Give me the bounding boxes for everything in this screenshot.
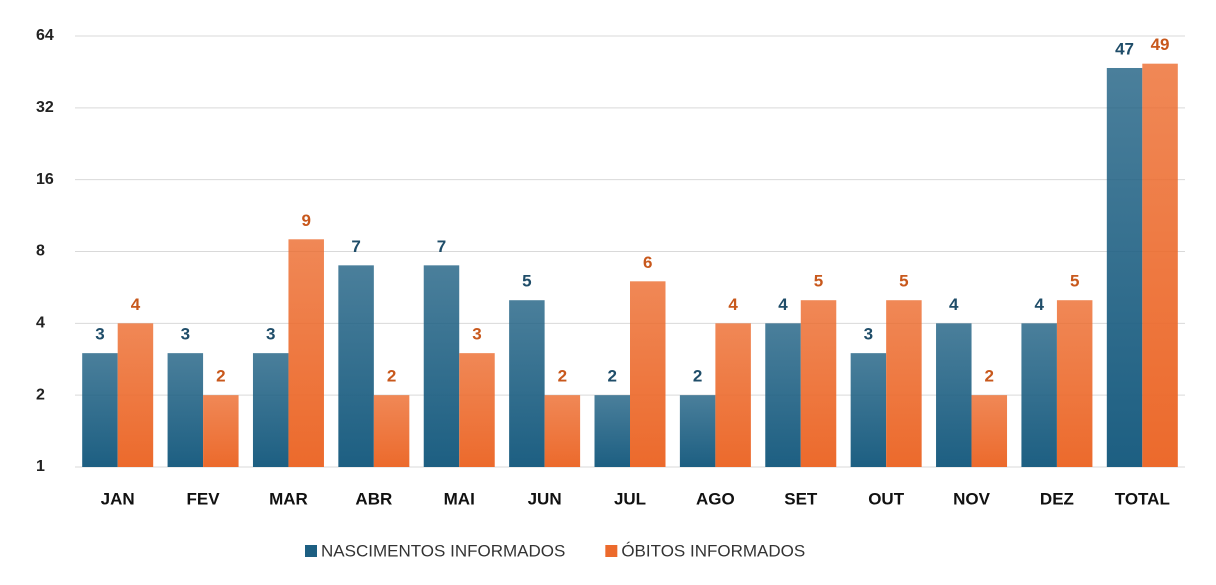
data-label: 6 [643,253,652,272]
data-label: 3 [864,325,873,344]
y-tick-label: 2 [36,386,45,403]
bar [203,395,239,467]
bar [424,265,460,467]
bar [1107,68,1143,467]
chart: 1248163264JAN34FEV32MAR39ABR72MAI73JUN52… [0,0,1216,585]
bar [168,353,204,467]
y-tick-label: 8 [36,243,45,260]
data-label: 3 [95,325,104,344]
bar [886,300,922,467]
x-tick-label: SET [784,489,818,508]
x-tick-label: TOTAL [1115,489,1170,508]
bar [680,395,716,467]
bar [801,300,837,467]
x-tick-label: NOV [953,489,991,508]
bar [374,395,410,467]
bar [595,395,631,467]
y-tick-label: 64 [36,27,54,44]
data-label: 2 [693,367,702,386]
bar [338,265,374,467]
x-tick-label: DEZ [1040,489,1074,508]
data-label: 4 [778,295,788,314]
data-label: 4 [1034,295,1044,314]
bar [288,239,324,467]
bar [118,323,154,467]
bar [715,323,751,467]
x-tick-label: ABR [355,489,392,508]
legend-swatch [605,545,617,557]
x-tick-label: MAR [269,489,308,508]
bar [1021,323,1057,467]
bar [253,353,289,467]
x-tick-label: JUN [528,489,562,508]
bar [851,353,887,467]
y-tick-label: 4 [36,315,45,332]
bar [459,353,495,467]
x-tick-label: JUL [614,489,646,508]
data-label: 3 [266,325,275,344]
bar [545,395,581,467]
y-tick-label: 32 [36,99,54,116]
legend-label: ÓBITOS INFORMADOS [621,541,805,560]
bar [630,281,666,467]
data-label: 4 [949,295,959,314]
data-label: 5 [899,272,908,291]
data-label: 2 [985,367,994,386]
y-tick-label: 16 [36,171,54,188]
bar [936,323,972,467]
y-tick-label: 1 [36,458,45,475]
data-label: 2 [216,367,225,386]
data-label: 2 [608,367,617,386]
x-tick-label: AGO [696,489,735,508]
data-label: 5 [814,272,823,291]
x-tick-label: FEV [187,489,221,508]
legend-label: NASCIMENTOS INFORMADOS [321,541,565,560]
data-label: 3 [181,325,190,344]
data-label: 7 [437,237,446,256]
data-label: 9 [301,211,310,230]
bar [765,323,801,467]
bar [509,300,544,467]
x-tick-label: OUT [868,489,905,508]
data-label: 2 [558,367,567,386]
data-label: 5 [522,272,531,291]
data-label: 7 [351,237,360,256]
data-label: 47 [1115,39,1134,58]
data-label: 2 [387,367,396,386]
data-label: 4 [728,295,738,314]
x-tick-label: MAI [444,489,475,508]
data-label: 4 [131,295,141,314]
background [0,0,1216,585]
legend-swatch [305,545,317,557]
bar [972,395,1008,467]
bar [1057,300,1093,467]
data-label: 3 [472,325,481,344]
data-label: 5 [1070,272,1079,291]
data-label: 49 [1151,35,1170,54]
bar [82,353,118,467]
x-tick-label: JAN [101,489,135,508]
bar [1142,64,1178,467]
